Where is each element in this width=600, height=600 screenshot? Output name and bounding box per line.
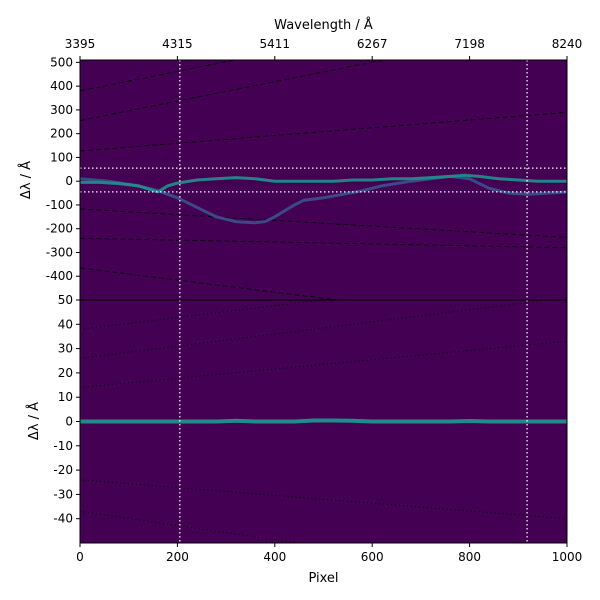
bottom-dotted-guide-1 [80,300,552,359]
wavelength-tick-label-1: 4315 [162,37,193,51]
top-y-tick-label-0: 500 [50,55,73,69]
top-dashed-guide-5 [80,267,342,300]
wavelength-tick-label-4: 7198 [454,37,485,51]
bottom-y-tick-label-8: -30 [53,487,73,501]
wavelength-tick-label-0: 3395 [65,37,96,51]
bottom-panel: 50 40 30 20 10 0 -10 -20 -30 -40 0 200 400 600 800 100… [26,293,583,586]
top-y-tick-label-3: 200 [50,127,73,141]
top-y-tick-label-7: -200 [46,222,73,236]
top-dashed-guide-3 [80,208,567,239]
top-dashed-guide-1 [80,60,386,122]
bottom-y-tick-label-0: 50 [58,293,73,307]
top-axis-label: Wavelength / Å [274,17,373,33]
top-y-axis-label: Δλ / Å [18,161,34,199]
wavelength-tick-label-2: 5411 [260,37,291,51]
bottom-y-tick-label-4: 10 [58,390,73,404]
bottom-y-tick-label-9: -40 [53,512,73,526]
top-residual-trace [80,173,567,194]
bottom-y-axis-label: Δλ / Å [26,402,42,440]
bottom-y-tick-label-7: -20 [53,463,73,477]
bottom-dotted-guide-3 [80,479,567,520]
bottom-x-tick-label-5: 1000 [552,550,583,564]
top-y-tick-label-8: -300 [46,245,73,259]
bottom-y-tick-label-3: 20 [58,366,73,380]
bottom-y-tick-label-6: -10 [53,439,73,453]
top-y-tick-label-4: 100 [50,150,73,164]
top-y-tick-label-9: -400 [46,269,73,283]
bottom-x-axis-label: Pixel [308,571,338,586]
top-panel: 500 400 300 200 100 0 -100 -200 -300 -400 3395 431… [18,17,583,301]
bottom-x-tick-label-0: 0 [76,550,84,564]
top-y-tick-label-5: 0 [65,174,73,188]
bottom-x-tick-label-4: 800 [458,550,481,564]
bottom-x-tick-label-2: 400 [263,550,286,564]
bottom-residual-trace [80,418,567,424]
wavelength-tick-label-3: 6267 [357,37,388,51]
bottom-dotted-guide-2 [80,340,567,388]
bottom-x-tick-label-3: 600 [361,550,384,564]
bottom-x-tick-label-1: 200 [166,550,189,564]
top-secondary-trace [80,174,567,225]
bottom-y-tick-label-5: 0 [65,415,73,429]
top-dashed-guide-2 [80,111,567,152]
top-dashed-guide-0 [80,60,237,92]
bottom-y-tick-label-1: 40 [58,317,73,331]
top-dashed-guide-4 [80,237,567,249]
wavelength-tick-label-5: 8240 [552,37,583,51]
top-y-tick-label-1: 400 [50,79,73,93]
top-y-tick-label-2: 300 [50,103,73,117]
top-y-tick-label-6: -100 [46,198,73,212]
bottom-y-tick-label-2: 30 [58,342,73,356]
